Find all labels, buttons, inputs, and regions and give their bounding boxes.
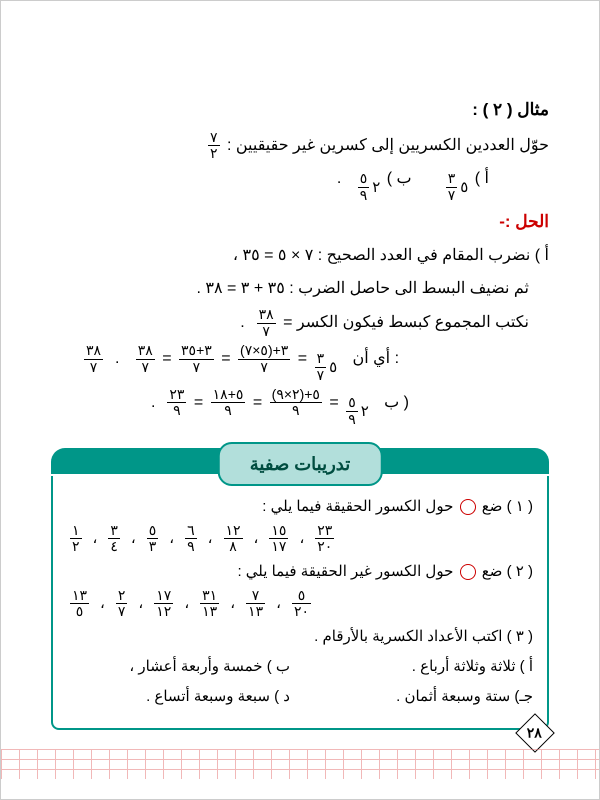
ex1-prompt: ( ١ ) ضع حول الكسور الحقيقة فيما يلي : [67, 493, 533, 520]
fraction: ٢٧ [116, 588, 128, 620]
item-a-mixed: ٣٧ ٥ [443, 171, 471, 203]
fraction: ١٧١٢ [154, 588, 173, 620]
ex3-row2: جـ) ستة وسبعة أثمان . د ) سبعة وسبعة أتس… [67, 683, 533, 710]
ex2-prompt: ( ٢ ) ضع حول الكسور غير الحقيقة فيما يلي… [67, 558, 533, 585]
example-fraction: ٧ ٢ [208, 130, 220, 162]
fraction: ٣١١٣ [200, 588, 219, 620]
grid-footer [1, 749, 599, 779]
ex1-fractions: ١٢ ، ٣٤ ، ٥٣ ، ٦٩ ، ١٢٨ ، ١٥١٧ ، ٢٣٢٠ [67, 523, 533, 555]
equation-a: ٣٨٧ . ٣٨٧ = ٣+٣٥٧ = ٣+(٥×٧)٧ = ٣٧ ٥ أي أ… [51, 343, 549, 383]
exercise-box: ( ١ ) ضع حول الكسور الحقيقة فيما يلي : ١… [51, 476, 549, 730]
result-frac-a: ٣٨ ٧ [257, 307, 276, 339]
fraction: ٥٣ [147, 523, 159, 555]
fraction: ١٣٥ [70, 588, 89, 620]
fraction: ١٥١٧ [269, 523, 288, 555]
example-title: مثال ( ٢ ) : [51, 95, 549, 126]
fraction: ٣٤ [108, 523, 120, 555]
exercise-banner: تدريبات صفية [51, 442, 549, 480]
page-content: مثال ( ٢ ) : حوّل العددين الكسريين إلى ك… [1, 1, 599, 750]
solution-label: الحل :- [51, 207, 549, 238]
equation-b: . ٢٣٩ = ٥+١٨٩ = ٥+(٢×٩)٩ = ٥٩ ٢ ب ) [51, 387, 549, 427]
fraction: ٥٢٠ [292, 588, 311, 620]
example-prompt-row: حوّل العددين الكسريين إلى كسرين غير حقيق… [51, 130, 549, 162]
ex3-prompt: ( ٣ ) اكتب الأعداد الكسرية بالأرقام . [67, 623, 533, 650]
step-a2: ثم نضيف البسط الى حاصل الضرب : ٣٥ + ٣ = … [51, 275, 549, 304]
circle-icon [460, 499, 476, 515]
ex3-row1: أ ) ثلاثة وثلاثة أرباع . ب ) خمسة وأربعة… [67, 653, 533, 680]
fraction: ٦٩ [185, 523, 197, 555]
fraction: ٢٣٢٠ [315, 523, 334, 555]
fraction: ١٢ [70, 523, 82, 555]
example-prompt: حوّل العددين الكسريين إلى كسرين غير حقيق… [227, 137, 549, 154]
fraction: ١٢٨ [224, 523, 243, 555]
circle-icon [460, 564, 476, 580]
items-row: أ ) ٣٧ ٥ ب ) ٥٩ ٢ . [51, 165, 549, 203]
item-b-label: ب ) [387, 170, 412, 187]
step-a3: نكتب المجموع كبسط فيكون الكسر = ٣٨ ٧ . [51, 307, 549, 339]
item-a-label: أ ) [475, 170, 489, 187]
step-a1: أ ) نضرب المقام في العدد الصحيح : ٧ × ٥ … [51, 242, 549, 271]
ex2-fractions: ١٣٥ ، ٢٧ ، ١٧١٢ ، ٣١١٣ ، ٧١٣ ، ٥٢٠ [67, 588, 533, 620]
fraction: ٧١٣ [246, 588, 265, 620]
item-b-mixed: ٥٩ ٢ [355, 171, 383, 203]
banner-text: تدريبات صفية [218, 442, 383, 486]
